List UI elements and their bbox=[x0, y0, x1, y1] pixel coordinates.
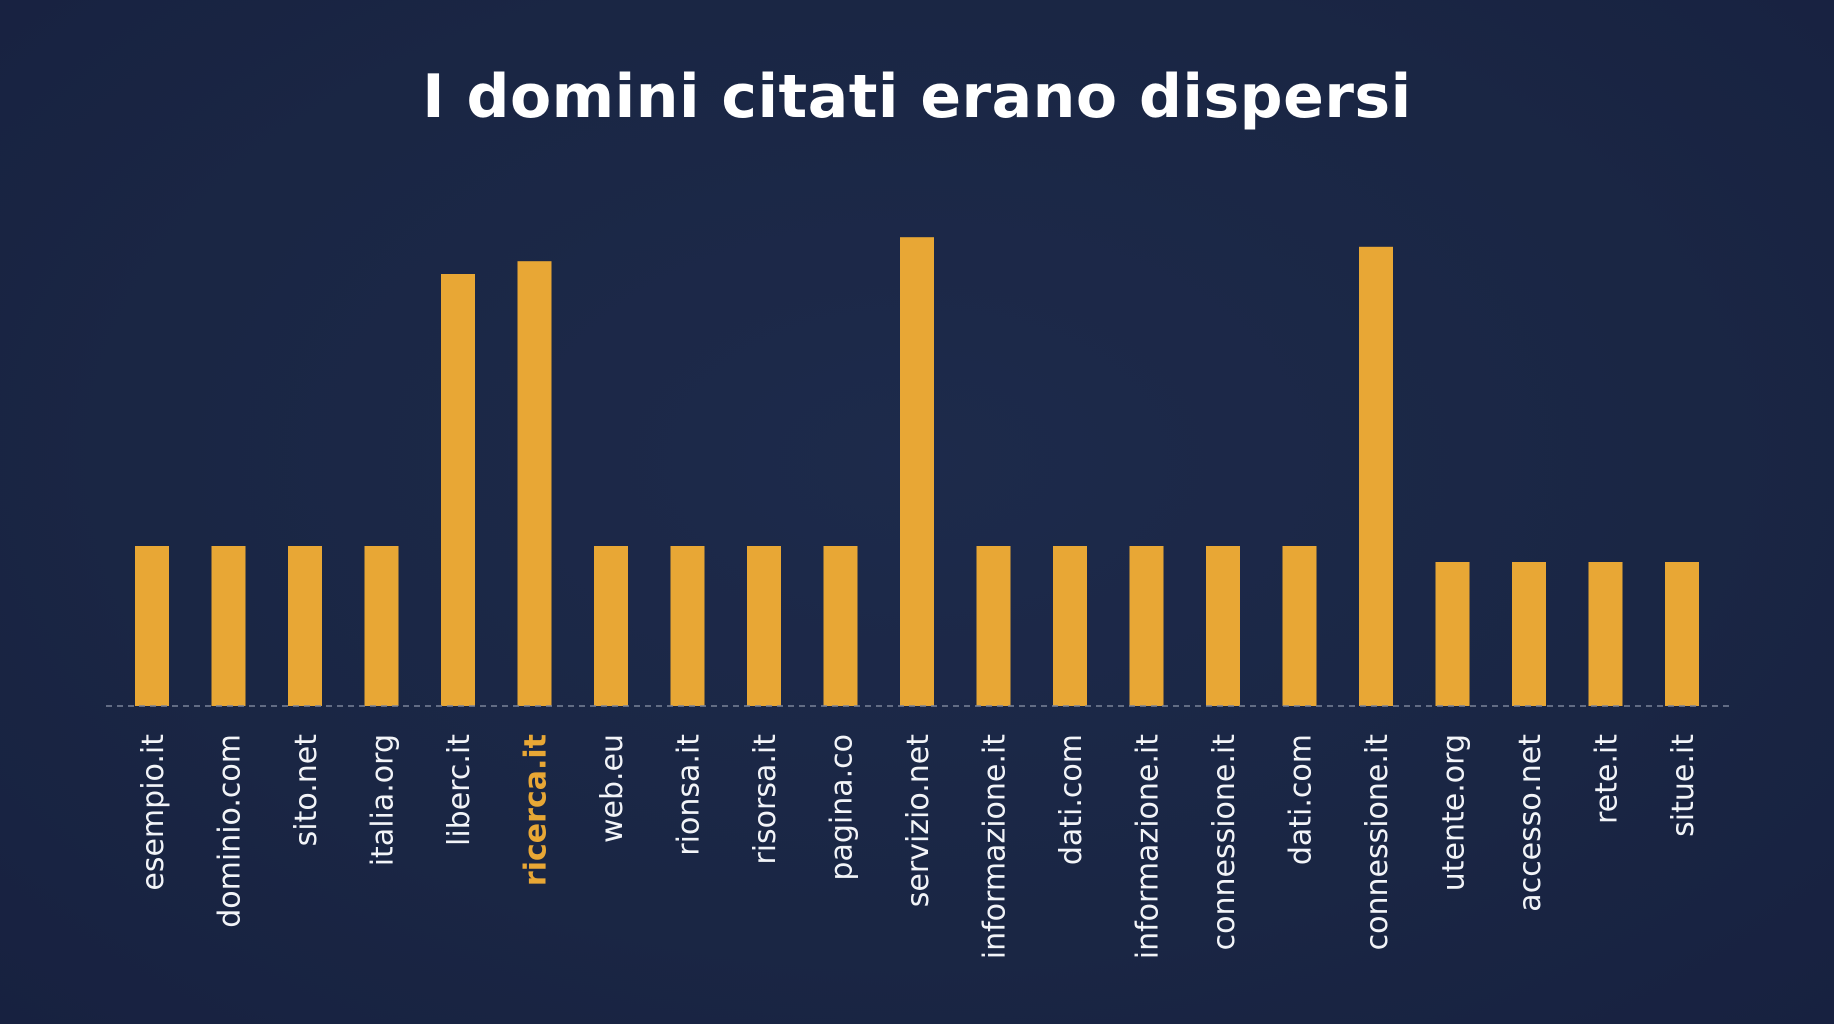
bar-18 bbox=[1512, 562, 1546, 706]
tick-labels-group: esempio.it dominio.com sito.net italia.org l… bbox=[136, 734, 1701, 959]
x-tick-label-2: sito.net bbox=[289, 734, 324, 847]
x-tick-label-1: dominio.com bbox=[213, 734, 248, 928]
x-tick-label-10: servizio.net bbox=[901, 734, 936, 907]
bar-14 bbox=[1206, 546, 1240, 706]
x-tick-label-11: informazione.it bbox=[978, 734, 1013, 959]
bar-16 bbox=[1359, 246, 1393, 707]
x-tick-label-5: ricerca.it bbox=[519, 734, 554, 886]
x-tick-label-7: rionsa.it bbox=[672, 734, 707, 856]
bar-2 bbox=[288, 546, 322, 706]
bar-4 bbox=[441, 274, 475, 706]
x-tick-label-12: dati.com bbox=[1054, 734, 1089, 865]
bar-5 bbox=[517, 261, 552, 706]
bar-1 bbox=[211, 546, 246, 706]
x-tick-label-14: connessione.it bbox=[1207, 734, 1242, 951]
x-tick-label-20: situe.it bbox=[1666, 734, 1701, 837]
x-tick-label-4: liberc.it bbox=[442, 734, 477, 846]
x-tick-label-18: accesso.net bbox=[1513, 734, 1548, 912]
bar-15 bbox=[1282, 546, 1317, 706]
x-tick-label-0: esempio.it bbox=[136, 734, 171, 891]
x-tick-label-17: utente.org bbox=[1437, 734, 1472, 891]
bar-6 bbox=[594, 546, 628, 706]
bar-10 bbox=[900, 237, 934, 706]
x-tick-label-13: informazione.it bbox=[1131, 734, 1166, 959]
bar-20 bbox=[1665, 562, 1699, 706]
bar-3 bbox=[364, 546, 399, 706]
bar-19 bbox=[1588, 562, 1623, 706]
x-tick-label-15: dati.com bbox=[1284, 734, 1319, 865]
bar-8 bbox=[747, 546, 781, 706]
bar-17 bbox=[1435, 562, 1470, 706]
x-tick-label-3: italia.org bbox=[366, 734, 401, 866]
x-tick-label-16: connessione.it bbox=[1360, 734, 1395, 951]
bar-0 bbox=[135, 546, 169, 706]
bar-11 bbox=[976, 546, 1011, 706]
x-tick-label-19: rete.it bbox=[1590, 734, 1625, 824]
x-tick-label-6: web.eu bbox=[595, 734, 630, 843]
bar-12 bbox=[1053, 546, 1087, 706]
bar-13 bbox=[1129, 546, 1164, 706]
bar-7 bbox=[670, 546, 705, 706]
bar-9 bbox=[823, 546, 858, 706]
chart-title: I domini citati erano dispersi bbox=[422, 62, 1412, 132]
x-tick-label-8: risorsa.it bbox=[748, 734, 783, 865]
x-tick-label-9: pagina.co bbox=[825, 734, 860, 881]
bars-group bbox=[135, 237, 1699, 707]
